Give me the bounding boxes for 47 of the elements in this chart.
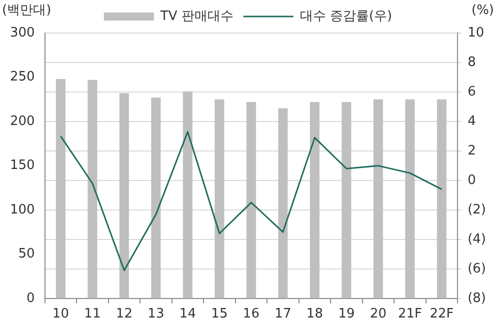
bar [151, 98, 161, 298]
x-tick-label: 10 [52, 306, 69, 322]
x-tick-label: 12 [116, 306, 132, 322]
y2-tick-label: 2 [468, 143, 476, 158]
y2-tick-label: 4 [468, 114, 476, 129]
x-tick-label: 16 [242, 306, 260, 322]
x-tick-label: 19 [338, 306, 355, 322]
y-tick-label: 0 [26, 290, 35, 306]
legend-label: 대수 증감률(우) [300, 8, 392, 24]
x-tick-label: 21F [398, 306, 422, 322]
y-tick-label: 100 [10, 202, 35, 218]
legend-label: TV 판매대수 [159, 8, 234, 24]
x-tick-label: 11 [84, 306, 101, 322]
bar [436, 99, 446, 298]
y-tick-label: 50 [18, 246, 35, 262]
y-tick-label: 300 [10, 25, 35, 40]
x-tick-label: 20 [370, 306, 386, 322]
y2-tick-label: 10 [468, 25, 484, 40]
y2-tick-label: 0 [468, 172, 476, 188]
y2-tick-label: (8) [468, 290, 486, 306]
bar [182, 91, 192, 298]
x-tick-label: 18 [306, 306, 323, 322]
bar [405, 99, 415, 298]
y2-tick-label: (2) [468, 202, 486, 218]
bar [278, 108, 288, 298]
bar [342, 102, 352, 298]
x-tick-label: 13 [148, 306, 164, 322]
y2-tick-label: (6) [468, 261, 486, 276]
x-tick-label: 15 [211, 306, 228, 322]
x-tick-label: 17 [274, 306, 292, 322]
y2-tick-label: 6 [468, 84, 476, 100]
y-tick-label: 200 [10, 114, 35, 129]
y2-axis-title: (%) [472, 2, 494, 18]
y-axis-title: (백만대) [2, 2, 52, 18]
y-tick-label: 150 [10, 158, 35, 174]
x-tick-label: 22F [430, 306, 454, 322]
y2-tick-label: 8 [468, 54, 476, 70]
bar [56, 79, 66, 298]
y-tick-label: 250 [10, 70, 35, 85]
bar [119, 93, 129, 298]
bar [373, 99, 383, 298]
bar [310, 102, 320, 298]
bar [246, 102, 256, 298]
y2-tick-label: (4) [468, 232, 486, 247]
x-tick-label: 14 [179, 306, 196, 322]
bar [214, 99, 224, 298]
bar [88, 80, 98, 298]
